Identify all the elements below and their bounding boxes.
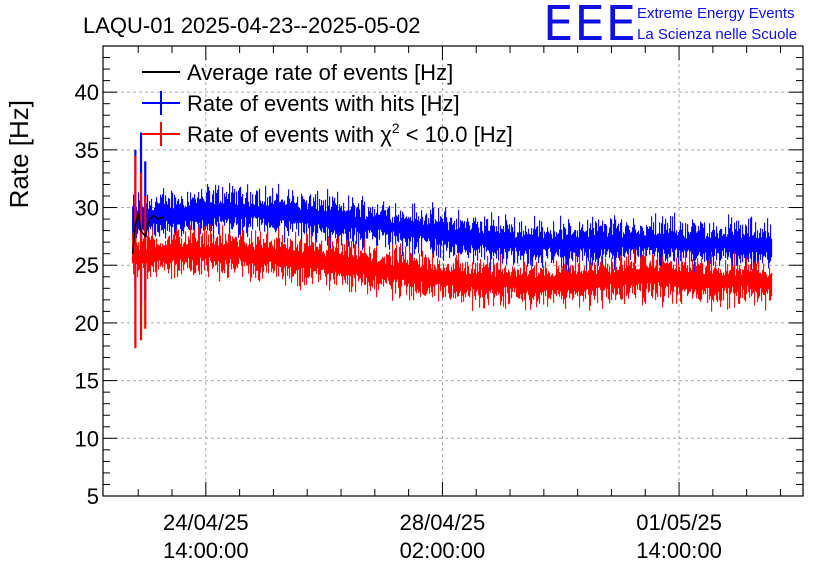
legend-chi2-symbol: χ (380, 122, 392, 147)
legend-chi2-main: Rate of events with (187, 122, 380, 147)
y-tick-label: 30 (75, 196, 99, 221)
legend-chi2-sup: 2 (392, 120, 400, 136)
legend: Average rate of events [Hz] Rate of even… (142, 60, 513, 147)
legend-entry-average: Average rate of events [Hz] (187, 60, 453, 85)
x-tick-label-date: 24/04/25 (163, 510, 249, 535)
x-tick-label-time: 14:00:00 (636, 538, 722, 563)
series-band-1 (132, 183, 773, 275)
legend-entry-hits: Rate of events with hits [Hz] (187, 91, 460, 116)
x-tick-label-date: 28/04/25 (400, 510, 486, 535)
y-tick-label: 10 (75, 426, 99, 451)
y-tick-label: 40 (75, 80, 99, 105)
x-tick-label-time: 14:00:00 (163, 538, 249, 563)
y-tick-label: 20 (75, 311, 99, 336)
plot-series (131, 132, 773, 349)
plot-frame (102, 45, 804, 497)
eee-logo: EEE Extreme Energy Events La Scienza nel… (543, 0, 797, 52)
legend-entry-chi2: Rate of events with χ2 < 10.0 [Hz] (187, 120, 513, 147)
x-tick-label-time: 02:00:00 (400, 538, 486, 563)
y-tick-label: 5 (87, 484, 99, 509)
logo-line-2: La Scienza nelle Scuole (637, 26, 797, 43)
x-tick-label-date: 01/05/25 (636, 510, 722, 535)
y-tick-label: 15 (75, 369, 99, 394)
y-tick-label: 35 (75, 138, 99, 163)
legend-chi2-tail: < 10.0 [Hz] (400, 122, 513, 147)
y-axis-label: Rate [Hz] (4, 100, 34, 208)
chart-title: LAQU-01 2025-04-23--2025-05-02 (83, 13, 421, 38)
logo-mark: EEE (543, 0, 637, 52)
axes: 5 10 15 20 25 30 35 40 24/04/25 14:00:00 28/04/25 0… (75, 45, 804, 563)
series-line-average (131, 213, 164, 254)
logo-line-1: Extreme Energy Events (637, 5, 795, 22)
y-tick-label: 25 (75, 253, 99, 278)
